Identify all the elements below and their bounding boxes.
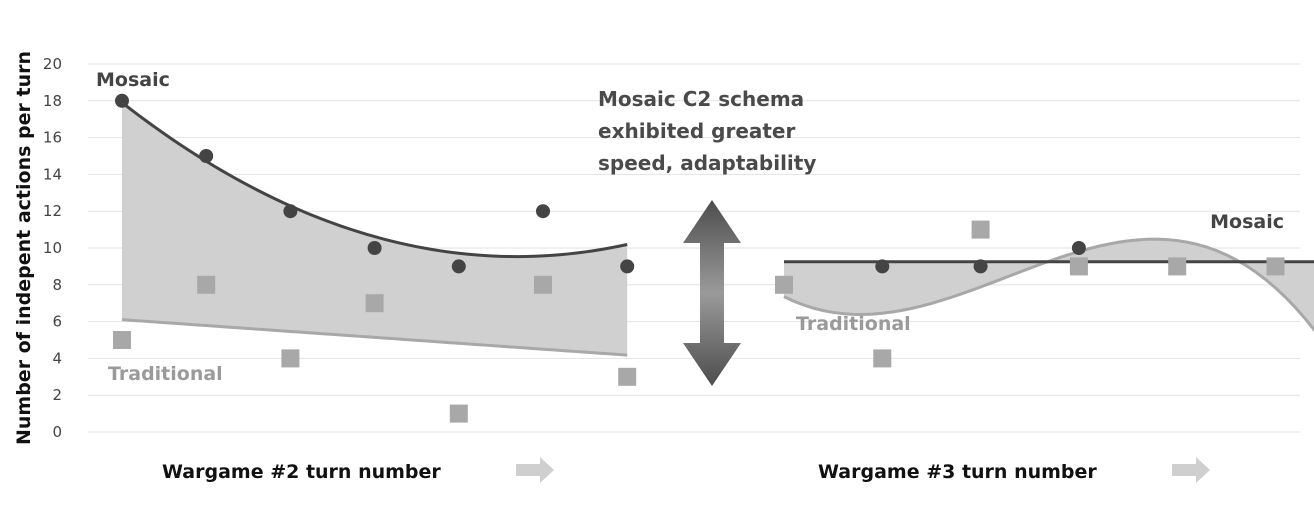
traditional-series-label: Traditional (796, 313, 911, 335)
y-tick-label: 16 (43, 129, 62, 147)
y-tick-label: 10 (43, 239, 62, 257)
y-tick-label: 20 (43, 55, 62, 73)
traditional-point (1069, 257, 1088, 276)
traditional-point (1168, 257, 1187, 276)
mosaic-point (367, 241, 382, 255)
mosaic-point (283, 204, 298, 219)
traditional-point (873, 349, 892, 368)
arrow-right-icon (1172, 457, 1210, 483)
x-axis-title: Wargame #3 turn number (818, 461, 1097, 483)
traditional-point (365, 294, 384, 313)
arrow-right-icon (516, 457, 554, 483)
traditional-point (197, 275, 216, 294)
mosaic-point (115, 93, 129, 108)
chart-wargame-3: Mosaic Traditional Wargame #3 turn number (775, 211, 1314, 483)
mosaic-series-label: Mosaic (1210, 211, 1284, 233)
traditional-point (1266, 257, 1285, 276)
y-tick-label: 0 (52, 423, 62, 441)
y-tick-label: 6 (52, 313, 62, 331)
mosaic-point (199, 149, 214, 163)
traditional-point (618, 367, 637, 386)
x-axis-title: Wargame #2 turn number (162, 461, 441, 483)
gap-shaded-area (122, 102, 628, 356)
mosaic-point (451, 259, 466, 274)
traditional-trendline (121, 318, 628, 357)
y-tick-label: 18 (43, 92, 62, 110)
mosaic-series-label: Mosaic (96, 69, 170, 91)
traditional-point (449, 404, 468, 423)
traditional-point (281, 349, 300, 368)
mosaic-point (875, 259, 890, 274)
mosaic-point (620, 259, 635, 274)
traditional-point (534, 275, 552, 294)
y-tick-label: 2 (52, 386, 62, 404)
y-axis-label: Number of indepent actions per turn (13, 51, 35, 445)
y-tick-label: 12 (43, 202, 62, 220)
center-annotation-line-2: exhibited greater (598, 119, 796, 143)
traditional-point (113, 331, 131, 349)
double-arrow-icon (683, 200, 741, 386)
center-annotation-line-1: Mosaic C2 schema (598, 87, 804, 111)
mosaic-point (536, 204, 550, 219)
y-tick-label: 4 (52, 349, 62, 367)
center-annotation-line-3: speed, adaptability (598, 151, 816, 175)
y-tick-label: 8 (52, 276, 62, 294)
mosaic-point (1071, 241, 1086, 255)
mosaic-point (973, 259, 988, 274)
traditional-point (971, 220, 990, 239)
center-annotation: Mosaic C2 schema exhibited greater speed… (598, 87, 816, 175)
chart-wargame-2: Mosaic Traditional Wargame #2 turn number (96, 69, 637, 483)
traditional-point (775, 275, 793, 294)
y-tick-label: 14 (43, 165, 62, 183)
y-tick-labels: 0 2 4 6 8 10 12 14 16 18 20 (43, 55, 62, 441)
traditional-series-label: Traditional (108, 363, 223, 385)
